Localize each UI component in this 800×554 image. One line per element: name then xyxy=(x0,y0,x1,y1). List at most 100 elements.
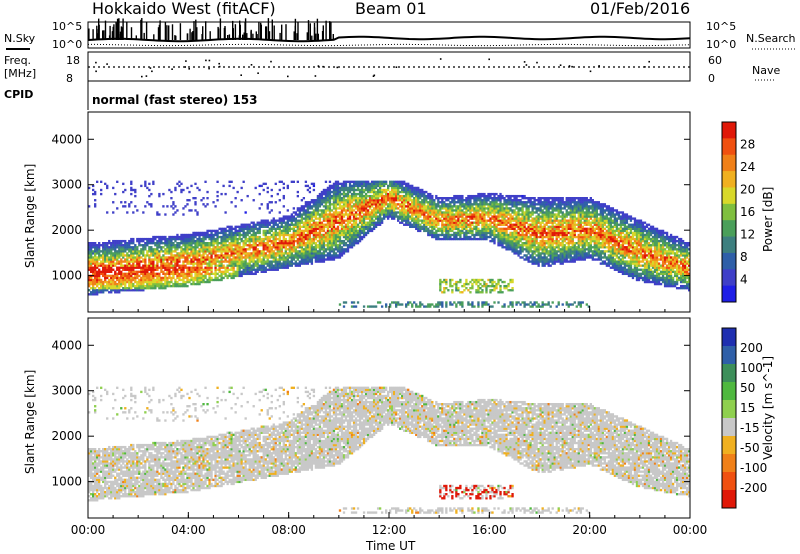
power-cell xyxy=(389,184,392,188)
power-cell xyxy=(230,254,233,257)
power-cell xyxy=(425,219,428,222)
power-cell xyxy=(415,192,418,196)
power-cell xyxy=(391,301,394,304)
power-cell xyxy=(126,211,129,214)
power-cell xyxy=(386,215,390,218)
power-cell xyxy=(380,205,384,208)
power-cell xyxy=(427,201,430,204)
power-cell xyxy=(304,242,308,245)
power-cell xyxy=(152,280,155,284)
power-cell xyxy=(427,219,430,222)
power-cell xyxy=(356,233,360,237)
power-cell xyxy=(461,201,464,204)
power-cell xyxy=(276,231,279,235)
power-cell xyxy=(453,233,456,237)
power-cell xyxy=(132,188,135,192)
power-cell xyxy=(344,192,348,196)
power-cell xyxy=(208,242,211,245)
power-cell xyxy=(380,192,384,196)
power-cell xyxy=(459,231,462,235)
power-cell xyxy=(88,266,91,269)
power-cell xyxy=(443,278,446,282)
power-cell xyxy=(439,237,442,241)
power-cell xyxy=(322,223,326,226)
power-cell xyxy=(409,217,412,220)
power-cell xyxy=(222,250,225,253)
power-cell xyxy=(340,242,344,245)
power-cell xyxy=(419,211,422,214)
power-cell xyxy=(172,260,175,263)
power-cell xyxy=(266,264,269,267)
power-cell xyxy=(220,258,223,261)
power-cell xyxy=(487,284,490,288)
power-cell xyxy=(164,287,167,290)
power-cell xyxy=(106,211,109,214)
power-cell xyxy=(168,280,171,284)
power-cell xyxy=(453,197,456,200)
power-cell xyxy=(262,239,265,243)
power-cell xyxy=(106,186,109,190)
power-cell xyxy=(172,201,175,204)
power-cell xyxy=(342,233,346,237)
power-cell xyxy=(338,207,342,210)
power-cell xyxy=(242,235,245,239)
power-cell xyxy=(116,291,119,294)
power-cell xyxy=(164,256,167,259)
power-cell xyxy=(395,203,398,206)
power-cell xyxy=(324,203,328,206)
power-cell xyxy=(366,190,370,194)
power-cell xyxy=(124,276,127,280)
power-cell xyxy=(248,264,251,267)
power-cell xyxy=(174,239,177,243)
power-cell xyxy=(380,209,384,212)
power-cell xyxy=(413,203,416,206)
power-cell xyxy=(467,223,470,226)
power-cell xyxy=(326,209,330,212)
power-cell xyxy=(92,250,95,253)
power-cell xyxy=(326,221,330,224)
power-cell xyxy=(393,184,396,188)
power-cell xyxy=(302,248,306,251)
power-cell xyxy=(350,197,354,200)
power-cell xyxy=(200,264,203,267)
power-cell xyxy=(461,217,464,220)
power-cell xyxy=(192,252,195,255)
power-cell xyxy=(134,190,137,194)
power-cell xyxy=(366,217,370,220)
power-cell xyxy=(132,254,135,257)
power-cell xyxy=(298,256,302,259)
power-cell xyxy=(202,197,205,200)
power-cell xyxy=(282,221,285,224)
power-cell xyxy=(164,235,167,239)
power-cell xyxy=(162,282,165,286)
power-cell xyxy=(152,235,155,239)
power-cell xyxy=(228,231,231,235)
power-cell xyxy=(401,190,404,194)
power-cell xyxy=(479,278,482,282)
power-cell xyxy=(322,233,326,237)
power-cell xyxy=(314,215,318,218)
power-cell xyxy=(322,192,326,196)
power-cell xyxy=(134,270,137,273)
power-cell xyxy=(378,188,382,192)
power-cell xyxy=(284,233,287,237)
power-cell xyxy=(354,201,358,204)
power-cell xyxy=(262,268,265,271)
power-cell xyxy=(310,213,314,216)
power-cell xyxy=(238,272,241,276)
power-cell xyxy=(224,248,227,251)
power-cell xyxy=(254,268,257,271)
power-cell xyxy=(322,250,326,253)
power-cell xyxy=(346,194,350,198)
power-cell xyxy=(172,272,175,276)
power-cell xyxy=(457,221,460,224)
power-cell xyxy=(354,231,358,235)
noise-bottom-right: 10^0 xyxy=(706,38,736,51)
power-cell xyxy=(88,248,91,251)
power-cell xyxy=(96,272,99,276)
power-cell xyxy=(88,250,91,253)
power-cell xyxy=(393,213,396,216)
power-cell xyxy=(326,190,330,194)
power-cell xyxy=(338,231,342,235)
power-cell xyxy=(196,266,199,269)
